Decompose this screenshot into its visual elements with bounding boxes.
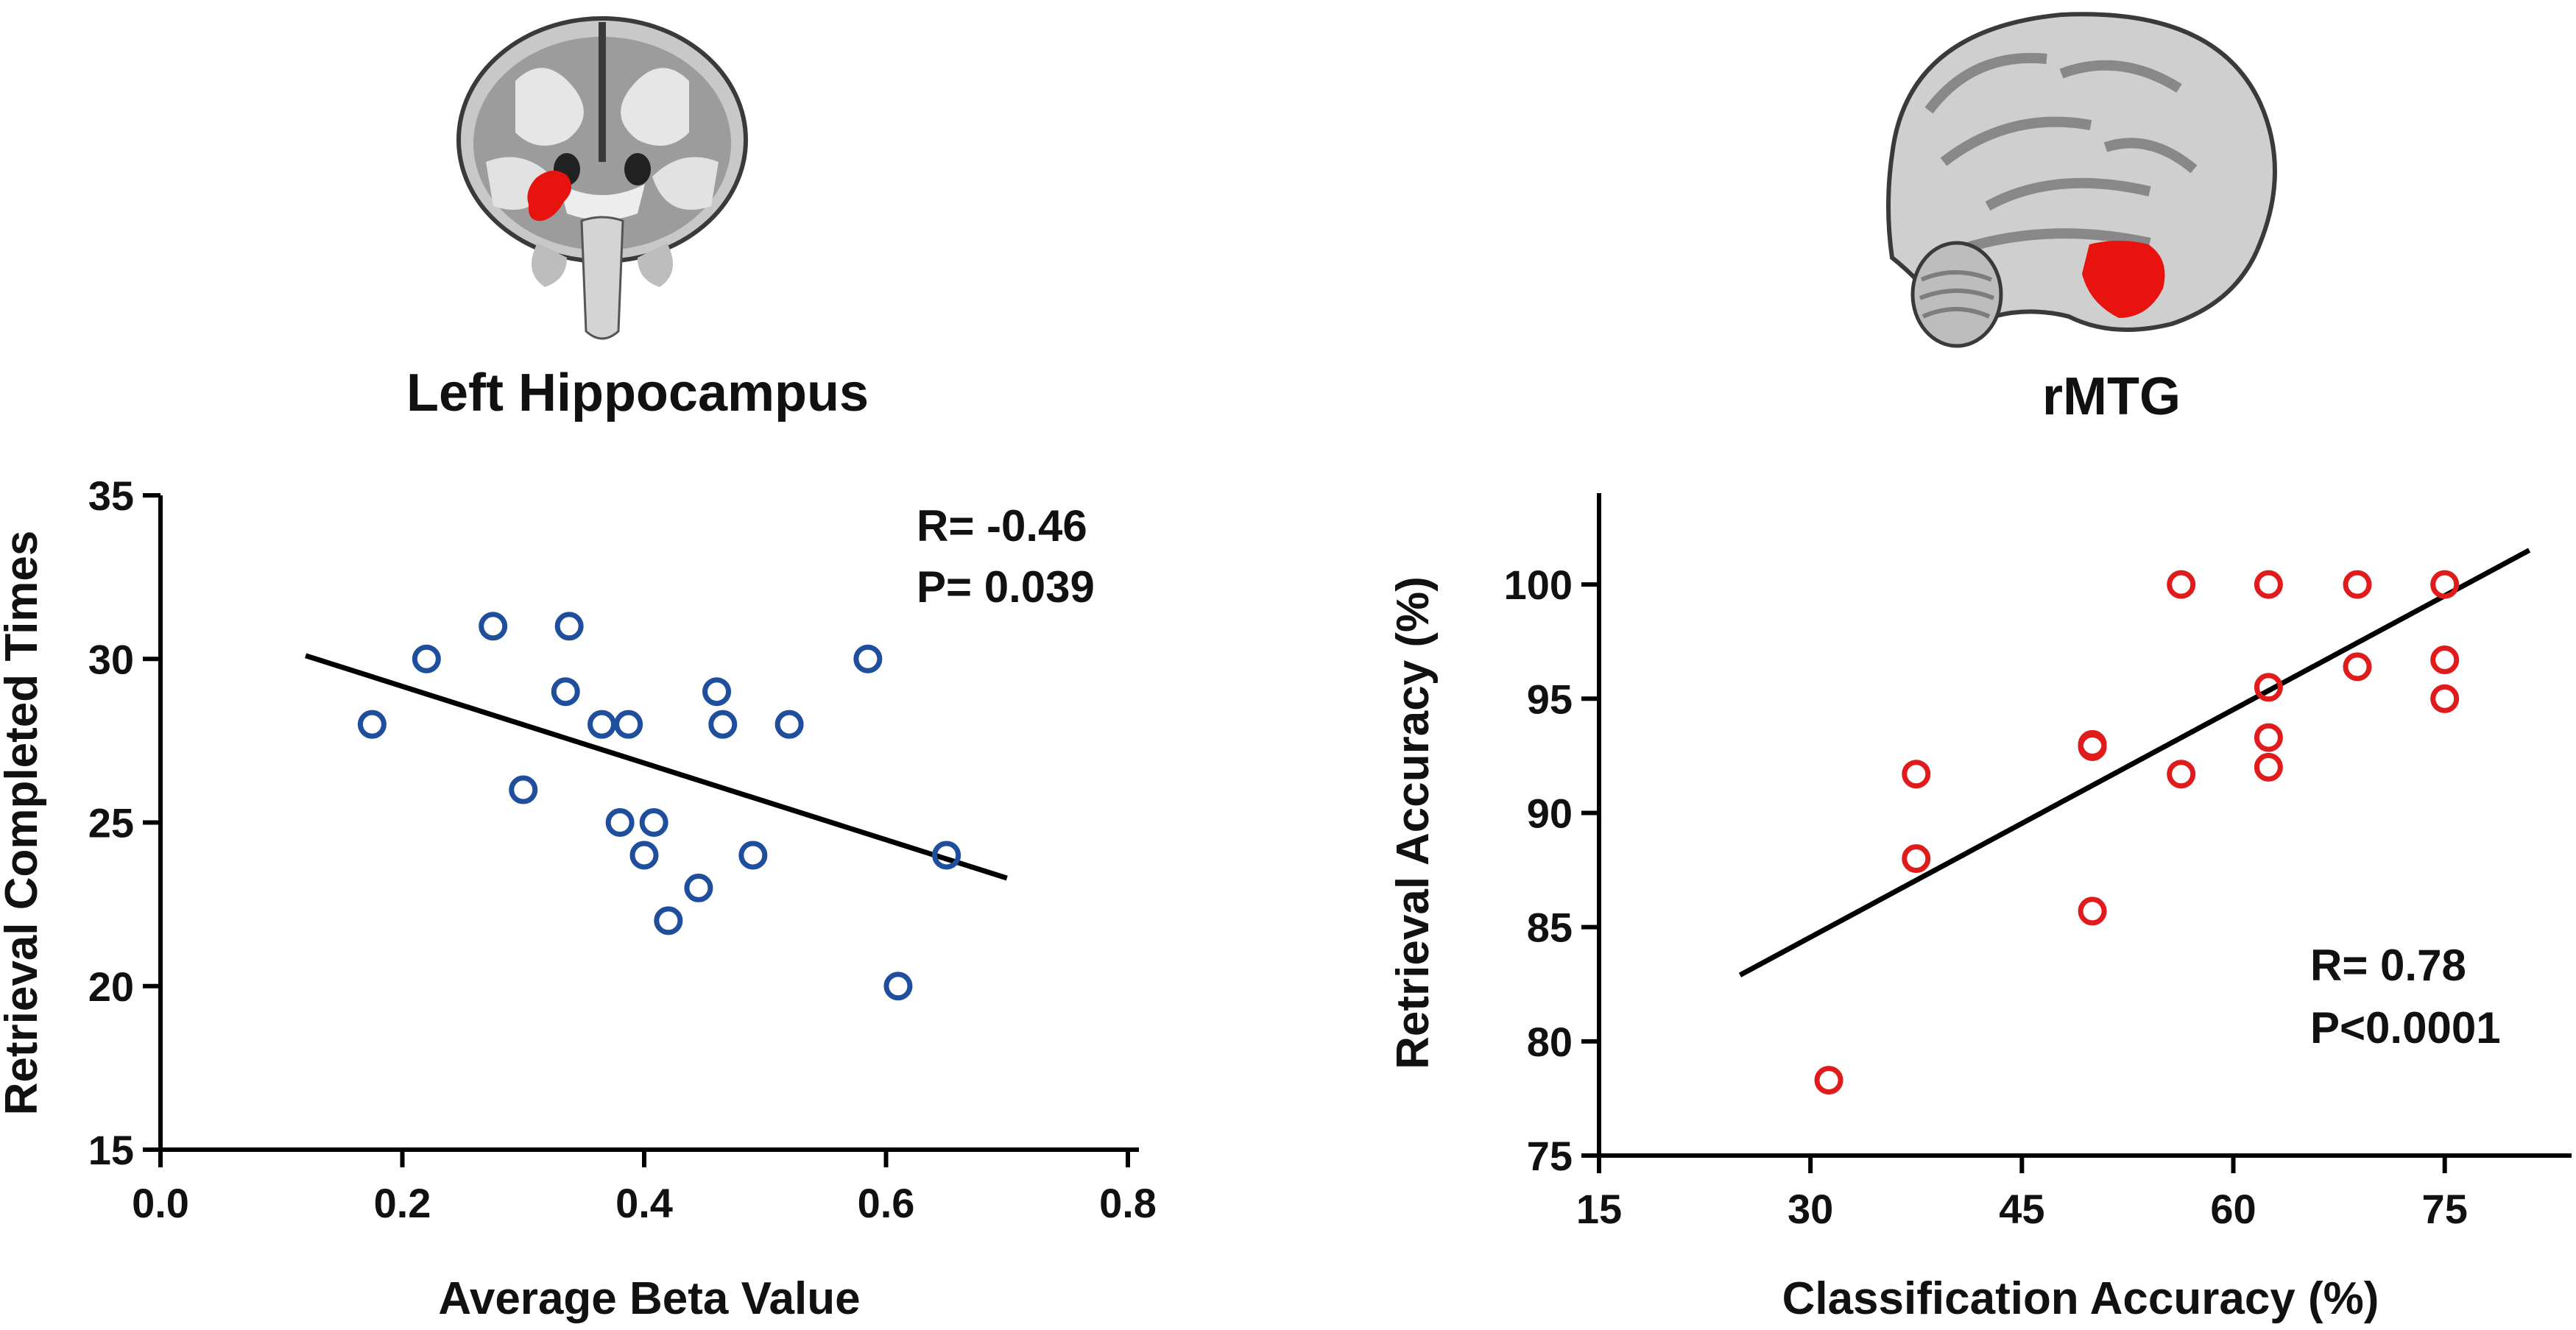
left-x-tick-label: 0.8 [1099, 1180, 1157, 1226]
right-data-point [2254, 570, 2283, 599]
right-data-point [2167, 570, 2196, 599]
left-data-point [551, 677, 580, 707]
left-x-tick-label: 0.0 [132, 1180, 189, 1226]
left-data-point [932, 841, 961, 870]
left-scatter-plot: 15 20 25 30 35 0.0 0.2 0.4 0.6 0.8 Average Beta … [0, 473, 1157, 1324]
left-data-point [684, 873, 713, 902]
right-data-point [2430, 645, 2460, 675]
brain-sagittal-image [1886, 12, 2277, 348]
right-data-point [2078, 896, 2107, 926]
right-x-axis-label: Classification Accuracy (%) [1782, 1273, 2379, 1324]
left-data-point [479, 612, 508, 641]
left-data-point [605, 808, 635, 837]
right-x-tick-label: 60 [2210, 1186, 2256, 1232]
roi-left-hippocampus [527, 170, 572, 222]
right-data-point [2430, 570, 2460, 599]
right-y-tick-label: 75 [1527, 1133, 1573, 1179]
left-data-point [654, 906, 683, 935]
left-data-point [702, 677, 732, 707]
left-y-axis-label: Retrieval Completed Times [0, 531, 47, 1116]
left-data-point [738, 841, 768, 870]
left-y-tick-label: 30 [88, 636, 134, 682]
right-data-point [2254, 752, 2283, 782]
right-data-point [2430, 684, 2460, 713]
left-data-point [412, 644, 441, 673]
left-data-point [587, 710, 617, 739]
left-data-point [883, 972, 913, 1001]
left-y-tick-label: 15 [88, 1127, 134, 1173]
left-data-point [614, 710, 643, 739]
right-x-tick-label: 15 [1576, 1186, 1622, 1232]
right-data-point [2078, 732, 2107, 761]
right-r-value: R= 0.78 [2310, 941, 2466, 990]
left-x-tick-label: 0.2 [374, 1180, 431, 1226]
left-x-tick-label: 0.6 [858, 1180, 915, 1226]
right-y-tick-label: 100 [1504, 562, 1573, 608]
roi-rmtg [2082, 241, 2165, 318]
right-y-tick-label: 80 [1527, 1019, 1573, 1065]
right-p-value: P<0.0001 [2310, 1003, 2501, 1053]
left-y-tick-label: 25 [88, 800, 134, 846]
left-panel-title: Left Hippocampus [406, 364, 869, 422]
left-data-point [853, 644, 883, 673]
left-regression-line [305, 653, 1008, 881]
left-data-point [708, 710, 738, 739]
left-data-point [509, 775, 538, 804]
brain-coronal-image [456, 16, 748, 340]
left-x-tick-label: 0.4 [615, 1180, 673, 1226]
left-data-point [639, 808, 668, 837]
right-data-point [1814, 1066, 1843, 1095]
right-y-tick-label: 85 [1527, 905, 1573, 951]
left-data-point [357, 710, 387, 739]
right-data-point [2167, 760, 2196, 789]
right-x-tick-label: 45 [1999, 1186, 2044, 1232]
right-regression-line [1738, 548, 2531, 977]
right-data-point [1902, 844, 1931, 874]
left-p-value: P= 0.039 [917, 562, 1095, 612]
right-y-tick-label: 95 [1527, 676, 1573, 722]
right-panel-title: rMTG [2042, 367, 2181, 426]
left-y-tick-label: 20 [88, 963, 134, 1010]
left-r-value: R= -0.46 [917, 501, 1087, 551]
left-data-point [629, 841, 659, 870]
left-y-tick-label: 35 [88, 473, 134, 519]
right-data-point [2343, 652, 2372, 682]
right-data-point [2254, 673, 2283, 702]
left-data-point [554, 612, 584, 641]
left-x-axis-label: Average Beta Value [438, 1273, 860, 1324]
right-x-tick-label: 30 [1788, 1186, 1833, 1232]
right-data-point [2254, 723, 2283, 752]
right-data-point [1902, 760, 1931, 789]
right-data-point [2343, 570, 2372, 599]
left-data-point [774, 710, 804, 739]
right-x-tick-label: 75 [2422, 1186, 2468, 1232]
right-y-axis-label: Retrieval Accuracy (%) [1388, 576, 1439, 1069]
right-scatter-plot: 75 80 85 90 95 100 15 30 45 60 75 Classification … [1388, 493, 2572, 1324]
right-y-tick-label: 90 [1527, 790, 1573, 836]
